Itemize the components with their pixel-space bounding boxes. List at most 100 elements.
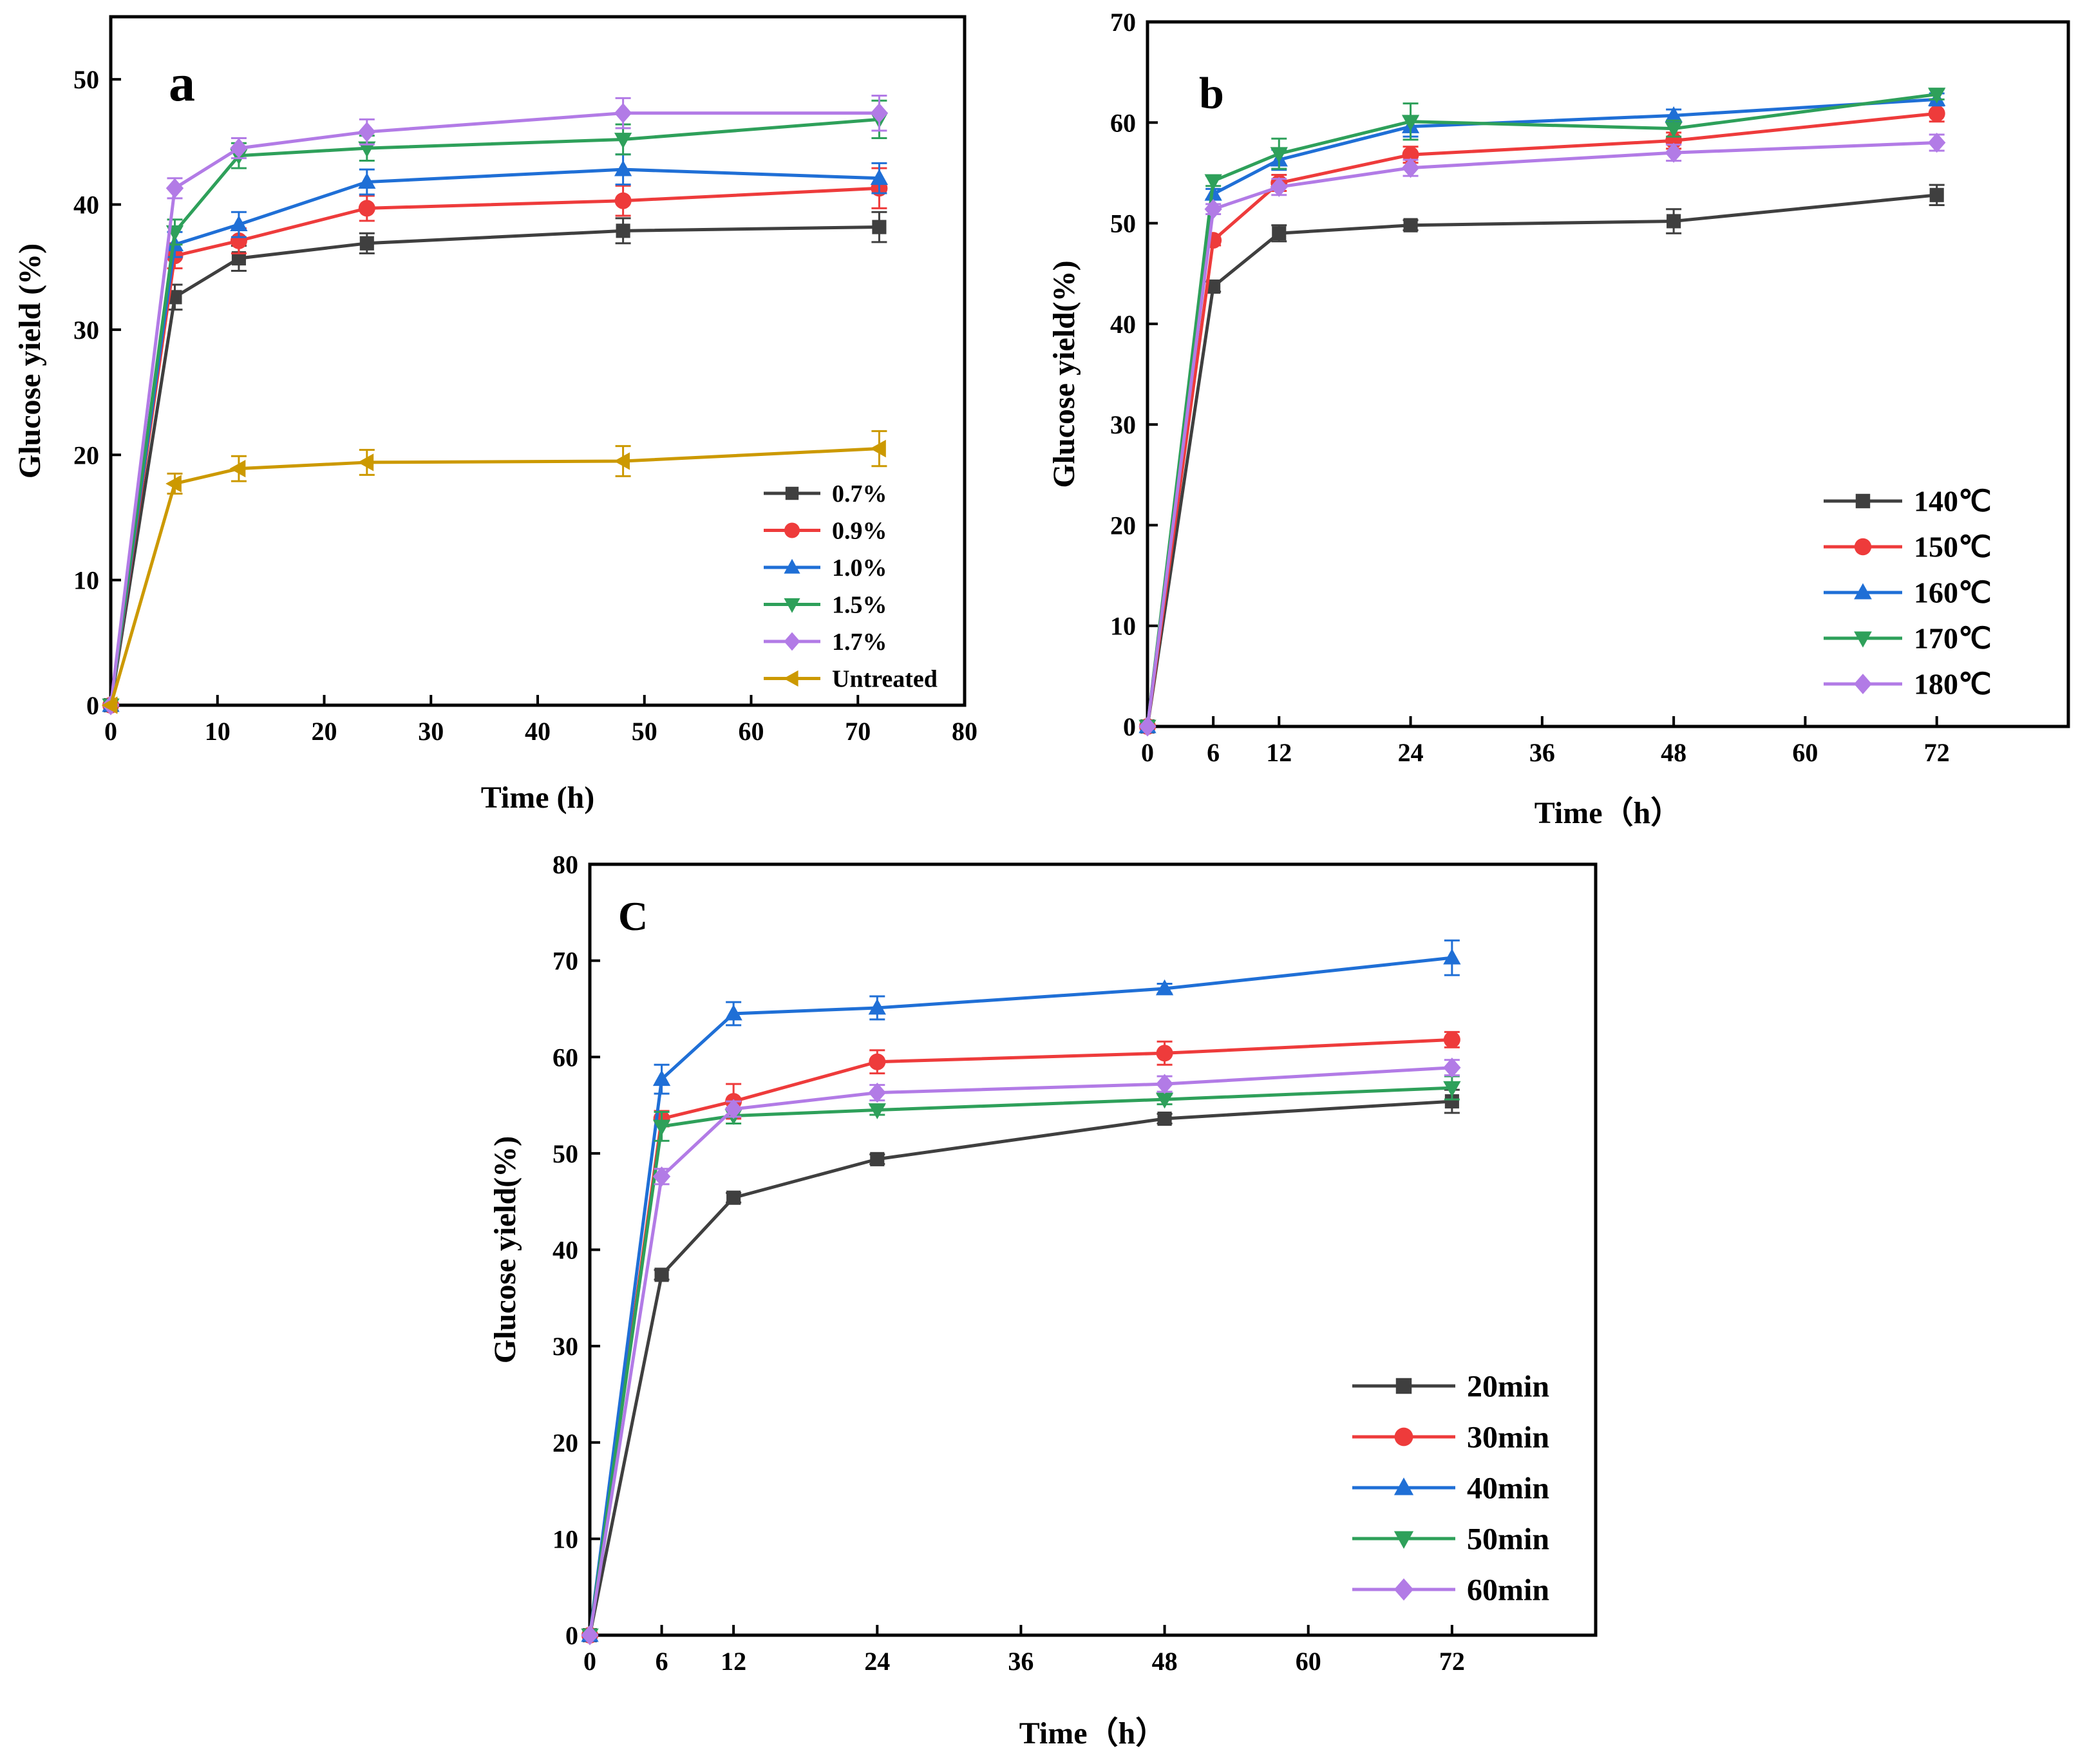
series-line: [588, 1086, 1452, 1636]
y-tick-label: 50: [552, 1139, 578, 1168]
x-tick-label: 60: [1792, 738, 1818, 767]
data-point: [652, 1119, 671, 1136]
data-point: [165, 475, 182, 493]
data-point: [1272, 226, 1287, 241]
data-point: [1444, 1094, 1459, 1109]
chart-panel-c: 0 6 12 24 36 48 60 72 0 10 20 30 40 50 60 70 80 Time（h） Gl…: [488, 850, 1598, 1750]
x-tick-label: 0: [1141, 738, 1154, 767]
series-line: [588, 1099, 1453, 1636]
legend-marker: [1855, 493, 1871, 509]
data-point: [1206, 279, 1221, 294]
data-point: [359, 236, 374, 251]
y-axis-title: Glucose yield (%): [13, 243, 47, 479]
y-tick-label: 70: [1110, 8, 1136, 37]
y-tick-label: 10: [73, 566, 99, 595]
legend: 140℃ 150℃ 160℃ 170℃ 180℃: [1824, 485, 1992, 701]
data-point: [1665, 142, 1683, 163]
legend-label: 140℃: [1914, 485, 1992, 518]
legend-marker: [1393, 1578, 1414, 1601]
data-point: [1665, 106, 1683, 122]
data-point: [869, 1053, 886, 1070]
legend-label: 160℃: [1914, 576, 1992, 609]
x-axis-title: Time (h): [481, 781, 594, 815]
data-point: [1204, 174, 1222, 191]
series-Untreated: [101, 430, 887, 714]
x-tick-label: 10: [205, 717, 231, 746]
data-point: [870, 169, 889, 185]
data-point: [614, 133, 632, 149]
legend-label: 50min: [1467, 1522, 1549, 1556]
y-tick-label: 0: [1123, 712, 1136, 741]
data-point: [1155, 1074, 1174, 1094]
data-point: [358, 122, 376, 142]
legend-marker: [784, 558, 800, 574]
legend-label: 40min: [1467, 1471, 1549, 1505]
series-60min: [581, 1057, 1461, 1645]
series-line: [588, 1038, 1452, 1636]
y-tick-label: 30: [1110, 410, 1136, 439]
legend-label: 0.7%: [832, 480, 887, 507]
series-20min: [582, 1088, 1460, 1643]
series-140℃: [1140, 184, 1945, 734]
data-point: [1443, 1081, 1461, 1097]
series-40min: [581, 939, 1461, 1642]
data-point: [165, 178, 184, 198]
x-axis-title: Time（h）: [1535, 796, 1681, 830]
x-tick-label: 40: [525, 717, 551, 746]
data-point: [1928, 132, 1946, 153]
panel-label: a: [169, 53, 195, 112]
x-tick-label: 36: [1529, 738, 1555, 767]
data-point: [726, 1190, 741, 1205]
data-point: [614, 192, 632, 209]
y-tick-label: 60: [552, 1043, 578, 1072]
y-tick-label: 50: [73, 65, 99, 94]
data-point: [358, 173, 376, 189]
data-point: [652, 1166, 671, 1187]
legend-label: 30min: [1467, 1420, 1549, 1454]
x-tick-label: 48: [1152, 1647, 1178, 1676]
legend-marker: [784, 522, 800, 538]
legend-marker: [784, 632, 800, 651]
data-point: [358, 200, 375, 217]
data-point: [230, 215, 248, 232]
legend-marker: [1393, 1531, 1414, 1549]
y-tick-label: 0: [565, 1621, 578, 1650]
legend-label: 1.5%: [832, 591, 887, 618]
x-tick-label: 12: [1266, 738, 1292, 767]
data-point: [1155, 979, 1174, 996]
data-point: [167, 290, 182, 305]
series-line: [109, 225, 880, 706]
series-line: [109, 447, 880, 706]
data-point: [1157, 1111, 1172, 1126]
y-tick-label: 30: [552, 1332, 578, 1361]
legend-label: 1.0%: [832, 555, 887, 582]
data-point: [1443, 1057, 1461, 1078]
y-tick-label: 40: [1110, 310, 1136, 339]
x-tick-label: 72: [1924, 738, 1950, 767]
series-line: [1146, 111, 1937, 727]
panel-label: b: [1199, 69, 1224, 119]
data-point: [357, 453, 374, 471]
series-line: [588, 1066, 1452, 1636]
legend-marker: [1854, 583, 1872, 600]
legend-label: 170℃: [1914, 622, 1992, 655]
legend-marker: [1394, 1427, 1413, 1446]
x-tick-label: 20: [312, 717, 337, 746]
y-tick-label: 50: [1110, 209, 1136, 238]
data-point: [1401, 115, 1420, 131]
data-point: [1928, 88, 1946, 104]
data-point: [1155, 1092, 1174, 1109]
legend-marker: [1395, 1378, 1412, 1394]
data-point: [1667, 214, 1681, 229]
series-180℃: [1138, 132, 1946, 737]
data-point: [1928, 105, 1945, 122]
data-point: [1403, 218, 1418, 232]
legend-label: 60min: [1467, 1573, 1549, 1607]
data-point: [1204, 199, 1222, 220]
data-point: [870, 439, 886, 458]
legend-label: 180℃: [1914, 668, 1992, 701]
data-point: [230, 138, 248, 158]
legend-marker: [1393, 1477, 1414, 1495]
x-axis-title: Time（h）: [1019, 1716, 1166, 1750]
